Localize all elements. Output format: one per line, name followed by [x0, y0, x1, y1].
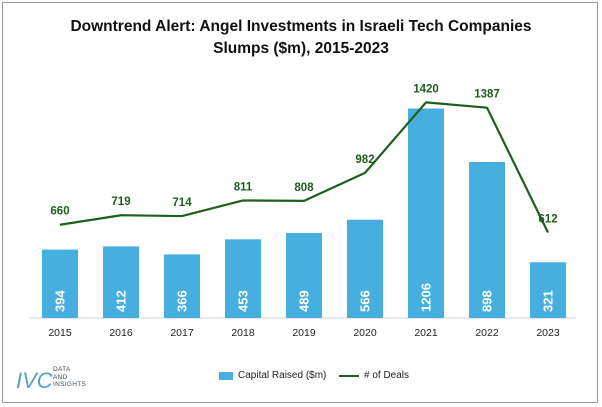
legend: Capital Raised ($m) # of Deals [0, 370, 602, 384]
x-tick-2020: 2020 [353, 327, 377, 339]
bar-2019 [286, 233, 322, 318]
bar-label-2016: 412 [114, 290, 129, 312]
legend-label-deals: # of Deals [364, 370, 410, 381]
bar-2016 [103, 246, 139, 318]
title-line-1: Downtrend Alert: Angel Investments in Is… [70, 18, 532, 35]
legend-swatch-deals [339, 374, 359, 377]
deals-label-2019: 808 [294, 182, 314, 194]
deals-label-2017: 714 [172, 197, 192, 209]
bar-2023 [530, 262, 566, 318]
bar-2020 [347, 219, 383, 318]
ivc-logo: IVC [16, 368, 53, 393]
bar-2015 [42, 249, 78, 318]
logo-mark: IVC [16, 368, 53, 393]
deals-label-2016: 719 [111, 196, 130, 208]
bar-2021 [408, 108, 444, 319]
deals-line [59, 101, 549, 233]
x-tick-2019: 2019 [292, 327, 316, 339]
x-tick-2018: 2018 [231, 327, 255, 339]
bar-label-2020: 566 [358, 290, 373, 312]
logo-line-1: DATA [53, 366, 71, 373]
deals-label-2020: 982 [355, 154, 374, 166]
bar-2017 [164, 254, 200, 318]
legend-item-deals: # of Deals [339, 370, 409, 381]
x-tick-2022: 2022 [475, 327, 499, 339]
x-tick-2015: 2015 [48, 327, 72, 339]
bar-2018 [225, 239, 261, 318]
bar-label-2023: 321 [541, 290, 556, 312]
deals-label-2021: 1420 [413, 83, 439, 95]
bar-2022 [469, 162, 505, 318]
legend-swatch-capital [219, 371, 233, 380]
logo-text: DATA AND INSIGHTS [53, 366, 86, 389]
x-tick-2023: 2023 [536, 327, 560, 339]
legend-item-capital: Capital Raised ($m) [219, 370, 326, 381]
logo-line-2: AND [53, 373, 68, 381]
deals-label-2023: 612 [538, 213, 557, 225]
legend-label-capital: Capital Raised ($m) [238, 370, 327, 381]
bar-label-2018: 453 [236, 290, 251, 312]
deals-label-2022: 1387 [474, 89, 500, 101]
bar-label-2017: 366 [175, 290, 190, 312]
deals-label-2015: 660 [50, 206, 69, 218]
x-tick-2017: 2017 [170, 327, 194, 339]
logo-line-3: INSIGHTS [53, 381, 87, 388]
deals-label-2018: 811 [234, 181, 253, 193]
x-tick-2016: 2016 [109, 327, 133, 339]
bar-label-2015: 394 [53, 290, 68, 312]
chart-title: Downtrend Alert: Angel Investments in Is… [0, 16, 602, 60]
bar-label-2019: 489 [297, 290, 312, 312]
title-line-2: Slumps ($m), 2015-2023 [213, 40, 389, 57]
x-tick-2021: 2021 [414, 327, 438, 339]
bar-label-2021: 1206 [419, 283, 434, 312]
bar-label-2022: 898 [480, 290, 495, 312]
